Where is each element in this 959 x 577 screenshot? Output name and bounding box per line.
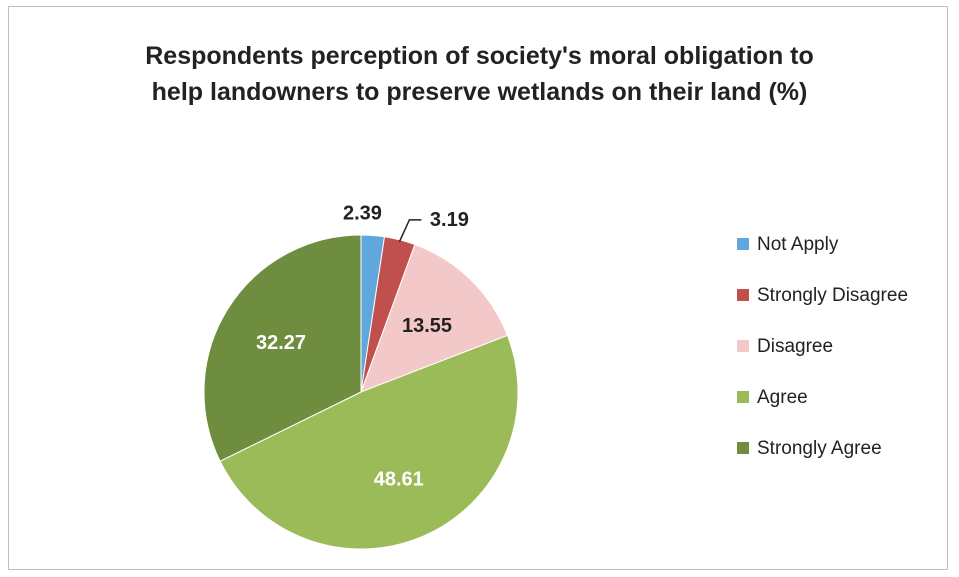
legend-item-disagree: Disagree [737, 334, 908, 360]
legend-label-agree: Agree [757, 387, 808, 408]
data-label-strongly-disagree: 3.19 [430, 209, 469, 231]
pie-slice-disagree [360, 243, 509, 393]
data-label-strongly-agree: 32.27 [256, 332, 306, 354]
legend-item-strongly-disagree: Strongly Disagree [737, 283, 908, 309]
legend-swatch-not-apply [737, 238, 749, 250]
chart-title-line-2: help landowners to preserve wetlands on … [151, 78, 808, 106]
pie-slice-agree [219, 334, 519, 550]
pie-slice-strongly-agree [203, 234, 362, 462]
legend-item-not-apply: Not Apply [737, 232, 908, 258]
data-label-disagree: 13.55 [402, 315, 452, 337]
legend-swatch-strongly-agree [737, 442, 749, 454]
legend-item-strongly-agree: Strongly Agree [737, 436, 908, 462]
legend-label-strongly-disagree: Strongly Disagree [757, 285, 909, 306]
legend-swatch-disagree [737, 340, 749, 352]
chart-legend: Not Apply Strongly Disagree Disagree Agree S… [737, 232, 908, 487]
pie-data-labels: 2.39 3.19 13.55 48.61 32.27 [256, 203, 469, 491]
chart-title-line-1: Respondents perception of society's mora… [145, 42, 814, 70]
legend-swatch-agree [737, 391, 749, 403]
data-label-not-apply: 2.39 [343, 203, 382, 225]
leader-line-strongly-disagree [398, 219, 422, 243]
pie-slices [203, 234, 519, 550]
chart-title: Respondents perception of society's mora… [0, 38, 959, 110]
legend-label-disagree: Disagree [757, 336, 834, 357]
legend-label-strongly-agree: Strongly Agree [757, 438, 882, 459]
data-label-agree: 48.61 [374, 468, 424, 490]
legend-swatch-strongly-disagree [737, 289, 749, 301]
legend-label-not-apply: Not Apply [757, 234, 839, 255]
legend-item-agree: Agree [737, 385, 908, 411]
